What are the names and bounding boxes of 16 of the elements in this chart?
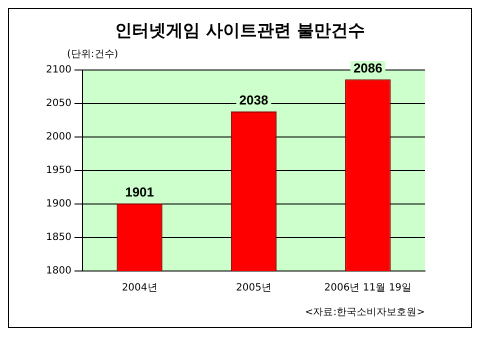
y-axis-title: (단위:건수) [67, 48, 120, 61]
y-tick-label: 1900 [46, 198, 72, 210]
y-tick-label: 2050 [46, 98, 72, 110]
y-tick-label: 1850 [46, 232, 72, 244]
data-label: 2086 [353, 60, 382, 76]
x-tick-label: 2006년 11월 19일 [324, 282, 412, 294]
y-tick-label: 1800 [46, 266, 72, 277]
chart-title: 인터넷게임 사이트관련 불만건수 [114, 20, 366, 43]
y-tick-label: 1950 [46, 165, 72, 176]
text: <자료:한국소비자보호원> [304, 306, 425, 319]
y-tick-label: 2000 [46, 132, 72, 143]
y-tick-label: 2100 [46, 64, 72, 76]
x-tick-label: 2004년 [122, 282, 158, 294]
data-label: 1901 [125, 184, 154, 200]
x-tick-label: 2005년 [236, 282, 272, 294]
data-label: 2038 [239, 92, 268, 108]
